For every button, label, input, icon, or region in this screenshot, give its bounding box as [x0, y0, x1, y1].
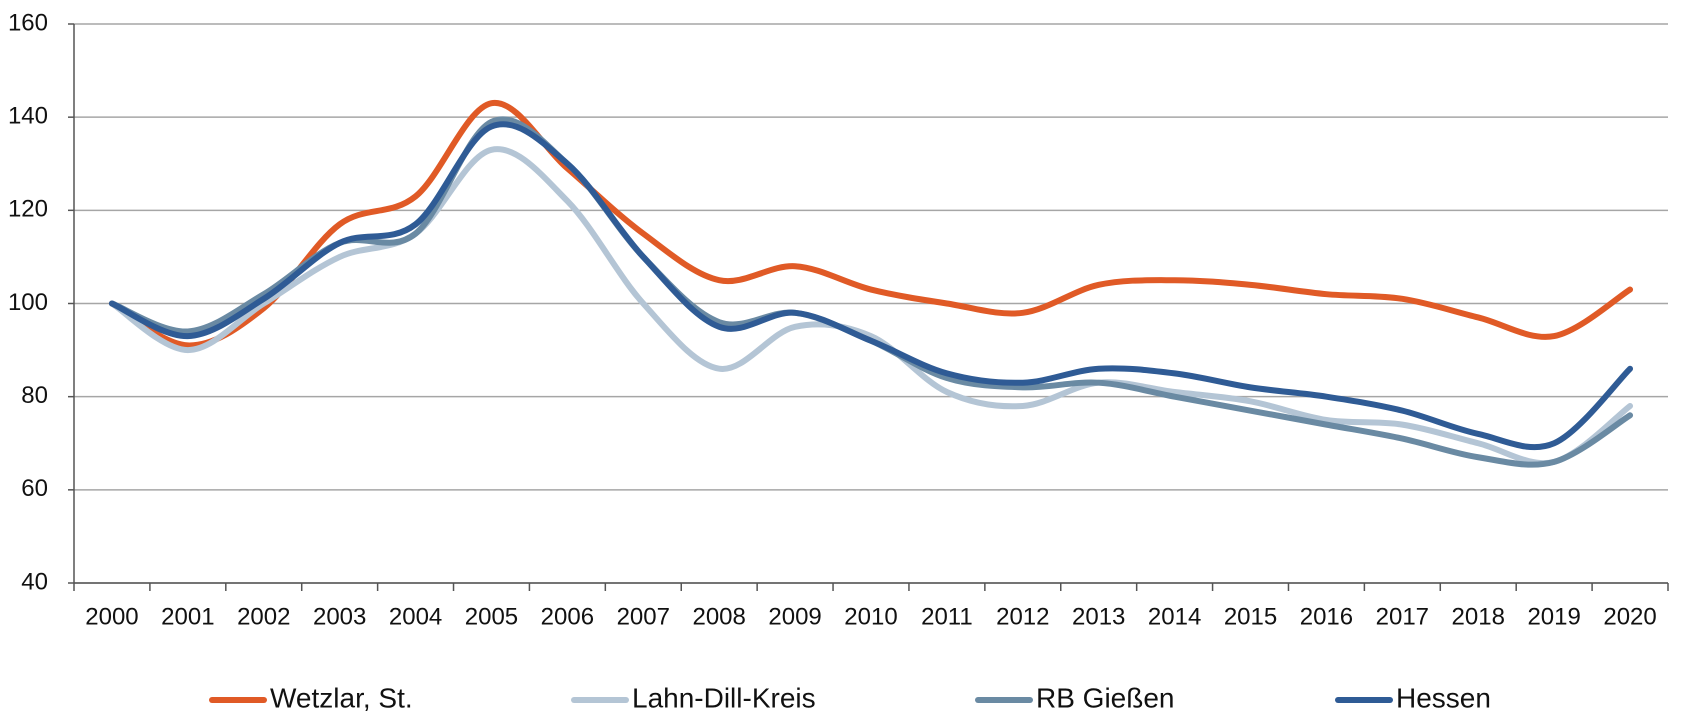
x-tick-label: 2014	[1148, 603, 1201, 630]
y-tick-label: 40	[21, 568, 48, 595]
x-tick-label: 2012	[996, 603, 1049, 630]
legend-label: RB Gießen	[1036, 682, 1175, 713]
y-tick-label: 120	[8, 196, 48, 223]
x-tick-label: 2015	[1224, 603, 1277, 630]
x-tick-label: 2009	[768, 603, 821, 630]
legend-label: Wetzlar, St.	[270, 682, 413, 713]
x-tick-label: 2007	[617, 603, 670, 630]
y-tick-label: 140	[8, 103, 48, 130]
x-tick-label: 2008	[692, 603, 745, 630]
x-tick-label: 2001	[161, 603, 214, 630]
x-tick-label: 2016	[1300, 603, 1353, 630]
x-tick-label: 2020	[1603, 603, 1656, 630]
series-line	[108, 121, 1634, 451]
x-tick-label: 2004	[389, 603, 442, 630]
x-tick-label: 2017	[1376, 603, 1429, 630]
series-line	[108, 100, 1634, 349]
x-tick-label: 2003	[313, 603, 366, 630]
legend-label: Lahn-Dill-Kreis	[632, 682, 816, 713]
x-tick-label: 2010	[844, 603, 897, 630]
x-tick-label: 2011	[921, 603, 973, 630]
y-tick-label: 160	[8, 9, 48, 36]
series-line	[108, 146, 1634, 467]
x-tick-label: 2018	[1452, 603, 1505, 630]
x-tick-label: 2013	[1072, 603, 1125, 630]
y-tick-label: 100	[8, 289, 48, 316]
x-tick-label: 2000	[85, 603, 138, 630]
y-tick-label: 60	[21, 475, 48, 502]
legend-label: Hessen	[1396, 682, 1491, 713]
y-tick-label: 80	[21, 382, 48, 409]
x-tick-label: 2005	[465, 603, 518, 630]
x-tick-label: 2019	[1527, 603, 1580, 630]
x-tick-label: 2002	[237, 603, 290, 630]
x-tick-label: 2006	[541, 603, 594, 630]
